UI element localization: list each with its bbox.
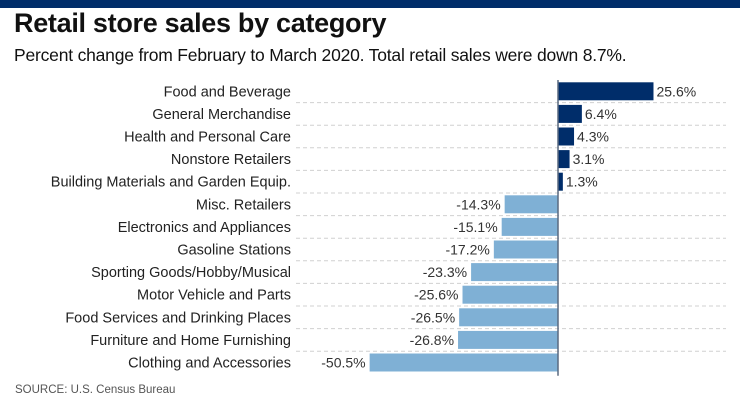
data-label: -14.3% xyxy=(456,196,500,212)
category-label: Building Materials and Garden Equip. xyxy=(51,175,291,191)
category-label: Furniture and Home Furnishing xyxy=(90,333,291,349)
category-label: General Merchandise xyxy=(152,107,291,123)
bar xyxy=(558,82,654,101)
bar xyxy=(558,150,570,169)
data-label: -26.8% xyxy=(410,332,454,348)
bar xyxy=(462,285,558,304)
chart-title: Retail store sales by category xyxy=(14,8,387,38)
category-label: Food and Beverage xyxy=(164,84,291,100)
data-label: -23.3% xyxy=(423,264,467,280)
bar xyxy=(504,195,558,214)
category-labels: Food and Beverage General Merchandise Heal… xyxy=(51,84,291,371)
source-note: SOURCE: U.S. Census Bureau xyxy=(15,384,176,396)
category-label: Clothing and Accessories xyxy=(128,356,291,372)
data-label: 25.6% xyxy=(656,83,696,99)
bar xyxy=(558,104,582,123)
data-label: -15.1% xyxy=(453,219,497,235)
data-label: -17.2% xyxy=(445,242,489,258)
bar xyxy=(493,240,558,259)
header-bar xyxy=(0,0,740,8)
data-label: 3.1% xyxy=(573,151,605,167)
bar xyxy=(458,330,558,349)
value-labels: 25.6% 6.4% 4.3% 3.1% 1.3% -14.3% -15.1% -17.2% -… xyxy=(321,83,696,370)
bar xyxy=(459,308,558,327)
category-label: Electronics and Appliances xyxy=(118,220,291,236)
category-label: Gasoline Stations xyxy=(177,243,291,259)
category-label: Health and Personal Care xyxy=(124,130,291,146)
category-label: Food Services and Drinking Places xyxy=(65,310,291,326)
category-label: Nonstore Retailers xyxy=(171,152,291,168)
data-label: 4.3% xyxy=(577,129,609,145)
bars xyxy=(369,82,654,372)
category-label: Motor Vehicle and Parts xyxy=(137,288,291,304)
category-label: Misc. Retailers xyxy=(196,197,291,213)
bar xyxy=(369,353,558,372)
chart-subtitle: Percent change from February to March 20… xyxy=(14,45,627,65)
data-label: -25.6% xyxy=(414,287,458,303)
category-label: Sporting Goods/Hobby/Musical xyxy=(91,265,291,281)
bar xyxy=(558,127,575,146)
bar xyxy=(558,172,563,191)
gridlines xyxy=(296,102,726,352)
data-label: 1.3% xyxy=(566,174,598,190)
bar xyxy=(471,263,558,282)
bar xyxy=(501,217,558,236)
data-label: 6.4% xyxy=(585,106,617,122)
data-label: -26.5% xyxy=(411,309,455,325)
data-label: -50.5% xyxy=(321,355,365,371)
